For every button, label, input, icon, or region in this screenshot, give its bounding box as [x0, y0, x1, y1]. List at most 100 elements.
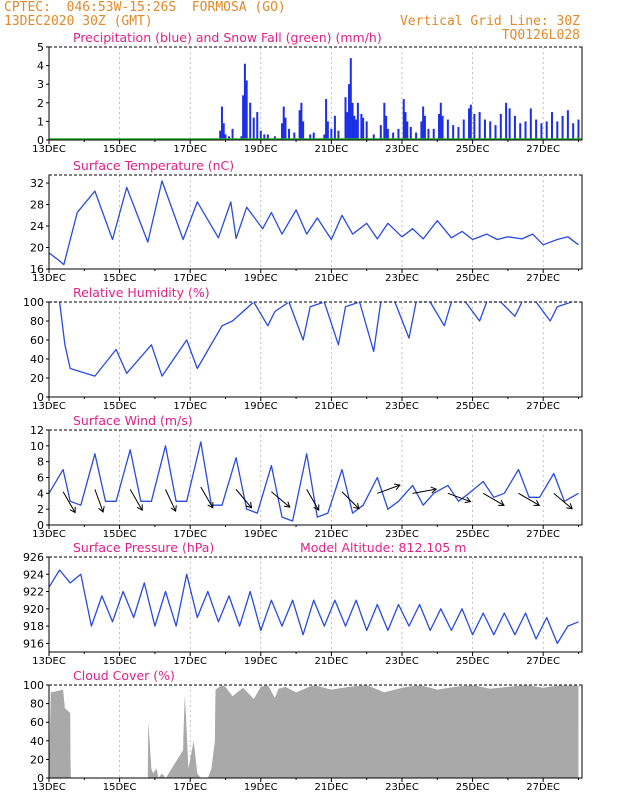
y-tick-label: 28: [30, 199, 44, 212]
precip-bar: [420, 121, 423, 140]
panel-title: Cloud Cover (%): [73, 668, 175, 683]
precip-bar: [273, 136, 276, 140]
precip-bar: [473, 113, 476, 140]
plot-frame: [48, 301, 583, 398]
precip-bar: [422, 106, 425, 140]
x-tick-label: 25DEC: [456, 273, 490, 284]
y-tick-label: 4: [37, 487, 44, 500]
y-tick-label: 8: [37, 456, 44, 469]
precip-bar: [438, 113, 441, 140]
precip-bar: [326, 121, 329, 140]
x-tick-label: 13DEC: [32, 656, 66, 667]
precip-bar: [300, 102, 303, 140]
wind-arrow-head: [533, 499, 541, 506]
series-line: [48, 180, 579, 266]
x-tick-label: 13DEC: [32, 273, 66, 284]
x-tick-label: 23DEC: [385, 656, 419, 667]
precip-bar: [402, 99, 405, 140]
precip-bar: [499, 113, 502, 140]
y-tick-label: 12: [30, 424, 44, 437]
y-tick-label: 2: [37, 503, 44, 516]
wind-arrow-shaft: [62, 491, 76, 513]
x-tick-label: 23DEC: [385, 273, 419, 284]
precip-bar: [346, 112, 349, 140]
precip-bar: [222, 123, 225, 140]
x-tick-label: 21DEC: [315, 656, 349, 667]
precip-bar: [325, 99, 328, 140]
precip-bar: [415, 132, 418, 140]
wind-arrow: [165, 489, 177, 513]
precip-bar: [535, 119, 538, 140]
precip-bar: [478, 112, 481, 140]
precip-bar: [284, 117, 287, 140]
x-tick-label: 23DEC: [385, 529, 419, 540]
precip-bar: [406, 121, 409, 140]
plot-frame: [48, 429, 583, 526]
grid-note: Vertical Grid Line: 30Z: [399, 14, 580, 29]
wind-arrow-head: [498, 499, 505, 506]
y-tick-label: 6: [37, 472, 44, 485]
y-tick-label: 2: [37, 97, 44, 110]
wind-arrow: [271, 491, 291, 508]
wind-panel: 0 2 4 6 8 10 12 13DEC 15DEC 17DEC 19DEC 21DEC 23DEC 2…: [30, 413, 583, 540]
x-tick-label: 21DEC: [315, 782, 349, 793]
precip-bar: [302, 121, 305, 140]
wind-arrow: [129, 489, 143, 512]
x-tick-label: 15DEC: [103, 782, 137, 793]
y-tick-label: 1: [37, 115, 44, 128]
precip-bar: [556, 121, 559, 140]
precip-bar: [228, 136, 231, 140]
wind-arrow-shaft: [200, 486, 214, 509]
precip-bar: [293, 132, 296, 140]
precip-bar: [432, 128, 435, 140]
x-tick-label: 25DEC: [456, 144, 490, 155]
precip-bar: [519, 123, 522, 140]
precip-bar: [224, 134, 227, 140]
wind-arrow: [94, 489, 105, 513]
precip-bar: [280, 123, 283, 140]
wind-arrow: [482, 492, 505, 506]
precip-bar: [383, 102, 386, 140]
cloud-area: [49, 685, 579, 778]
wind-arrow-shaft: [482, 492, 505, 506]
y-tick-label: 916: [23, 637, 44, 650]
x-tick-label: 21DEC: [315, 144, 349, 155]
precip-bar: [577, 119, 580, 140]
precipitation-panel: 0 1 2 3 4 5 13DEC 15DEC 17DEC 19DEC 21DEC 23DEC 25DE…: [32, 30, 583, 155]
precip-bar: [312, 132, 315, 140]
x-tick-label: 17DEC: [173, 782, 207, 793]
x-tick-label: 27DEC: [526, 782, 560, 793]
x-tick-label: 13DEC: [32, 782, 66, 793]
precip-bar: [333, 115, 336, 140]
precip-bar: [457, 126, 460, 140]
x-tick-label: 27DEC: [526, 656, 560, 667]
precip-bar: [337, 130, 340, 140]
run-date: 13DEC2020 30Z (GMT): [4, 14, 153, 29]
panel-title: Relative Humidity (%): [73, 285, 210, 300]
precip-bar: [259, 130, 262, 140]
y-tick-label: 0: [37, 519, 44, 532]
precip-bar: [404, 112, 407, 140]
precip-bar: [220, 106, 223, 140]
precip-bar: [572, 123, 575, 140]
precip-bar: [452, 125, 455, 140]
precip-bar: [489, 121, 492, 140]
precip-bar: [483, 119, 486, 140]
precip-bar: [263, 134, 266, 140]
precip-bar: [441, 115, 444, 140]
x-tick-label: 27DEC: [526, 401, 560, 412]
precip-bar: [508, 108, 511, 140]
precip-bar: [372, 134, 375, 140]
y-tick-label: 0: [37, 391, 44, 404]
wind-arrow-head: [566, 503, 573, 510]
y-tick-label: 32: [30, 177, 44, 190]
precip-bar: [379, 125, 382, 140]
panel-title: Surface Temperature (nC): [73, 158, 234, 173]
wind-arrow-head: [98, 506, 105, 513]
station-header: CPTEC: 046:53W-15:26S FORMOSA (GO): [4, 0, 286, 15]
y-tick-label: 60: [30, 716, 44, 729]
precip-bar: [245, 80, 248, 140]
precip-bar: [353, 115, 356, 140]
model-altitude: Model Altitude: 812.105 m: [300, 540, 466, 555]
precip-bar: [219, 130, 222, 140]
